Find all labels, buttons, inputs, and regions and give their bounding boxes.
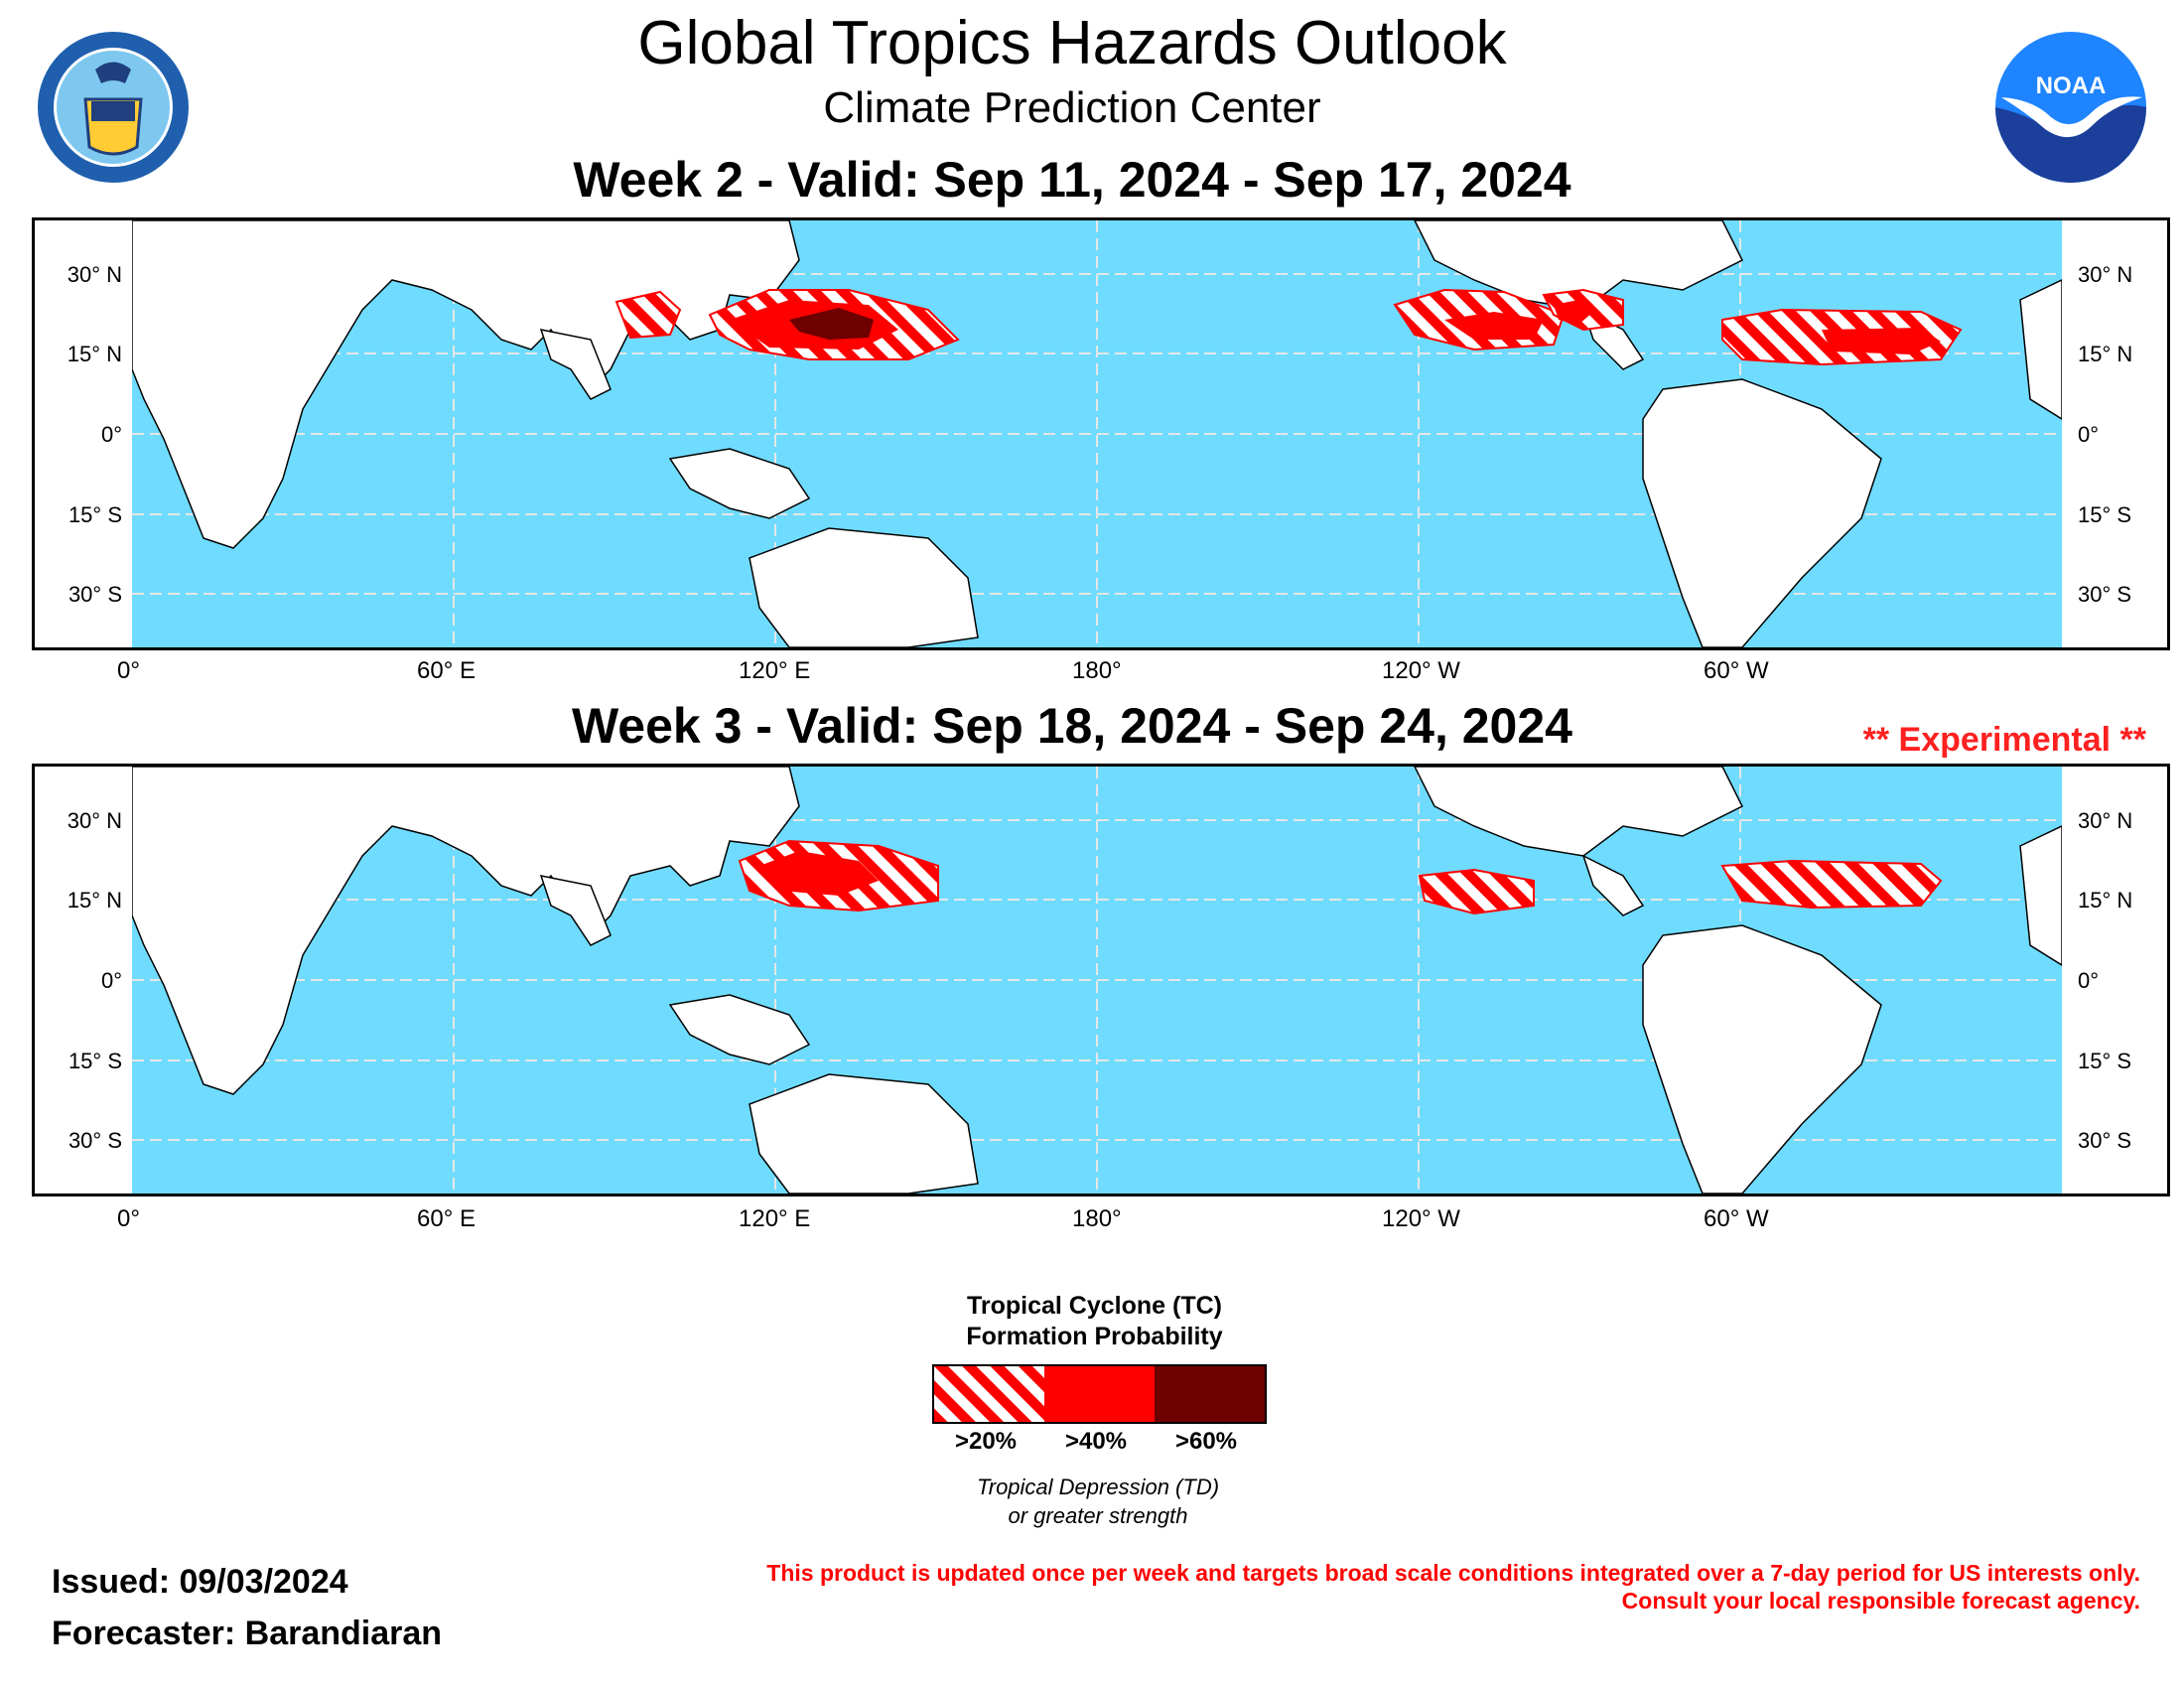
maritime-continent [668,448,811,519]
south-america [1642,924,1882,1194]
lat-label-15s-right: 15° S [2078,502,2131,527]
disclaimer-line1: This product is updated once per week an… [766,1560,2140,1586]
hazard-atlantic-40 [1822,328,1941,354]
noaa-logo: NOAA [1993,30,2148,185]
experimental-badge: ** Experimental ** [1862,721,2146,759]
disclaimer-line2: Consult your local responsible forecast … [1621,1588,2140,1614]
lat-label-0-right: 0° [2078,968,2099,993]
lat-label-15n-left: 15° N [68,888,122,913]
lat-label-30s-left: 30° S [68,1128,122,1153]
lat-label-15s-left: 15° S [68,502,122,527]
lon-label-0-w2: 0° [117,657,140,684]
lat-label-30s-right: 30° S [2078,1128,2131,1153]
australia [749,1073,979,1194]
africa-eurasia [131,767,800,1095]
lat-label-15n-right: 15° N [2078,342,2132,366]
landmasses [131,767,2063,1194]
hazard-gulf-40 [1554,300,1593,325]
south-america [1642,378,1882,647]
legend-label-40: >40% [1064,1428,1128,1455]
lon-label-60e-w2: 60° E [417,657,476,684]
lat-label-30n-left: 30° N [68,262,122,287]
lat-label-0-left: 0° [101,968,122,993]
lon-label-120e-w3: 120° E [739,1205,811,1232]
lat-label-15s-right: 15° S [2078,1049,2131,1073]
lon-label-0-w3: 0° [117,1205,140,1232]
lat-label-15s-left: 15° S [68,1049,122,1073]
legend-caption-line1: Tropical Depression (TD) [976,1475,1220,1499]
lon-label-180-w3: 180° [1072,1205,1122,1232]
week2-map: 30° N 15° N 0° 15° S 30° S 30° N 15° N 0… [32,217,2170,650]
lon-label-180-w2: 180° [1072,657,1122,684]
forecaster-name: Forecaster: Barandiaran [52,1615,443,1652]
week2-title: Week 2 - Valid: Sep 11, 2024 - Sep 17, 2… [573,152,1571,208]
lon-label-120w-w2: 120° W [1382,657,1460,684]
lat-label-15n-left: 15° N [68,342,122,366]
lat-label-30s-right: 30° S [2078,582,2131,607]
lat-label-30n-right: 30° N [2078,262,2132,287]
central-america [1581,854,1645,916]
hazard-east-pacific-20 [1418,868,1535,915]
lon-label-60w-w3: 60° W [1704,1205,1769,1232]
week3-map: 30° N 15° N 0° 15° S 30° S 30° N 15° N 0… [32,764,2170,1196]
lat-label-30n-left: 30° N [68,808,122,833]
legend-label-60: >60% [1174,1428,1238,1455]
legend-title-line1: Tropical Cyclone (TC) [967,1292,1222,1320]
india-peninsula [539,875,612,946]
legend-swatch-40 [1044,1366,1155,1422]
legend-swatch-20 [934,1366,1044,1422]
hazard-bay-of-bengal-20 [614,290,682,340]
week3-title: Week 3 - Valid: Sep 18, 2024 - Sep 24, 2… [572,698,1572,754]
legend-title-line2: Formation Probability [966,1323,1223,1350]
lon-label-120w-w3: 120° W [1382,1205,1460,1232]
week2-hazards [614,288,1963,366]
legend-swatch-60 [1155,1366,1265,1422]
hazard-west-pacific-60 [789,308,874,340]
legend-label-20: >20% [954,1428,1018,1455]
lat-label-30n-right: 30° N [2078,808,2132,833]
india-peninsula [539,329,612,400]
maritime-continent [668,994,811,1065]
lon-label-60w-w2: 60° W [1704,657,1769,684]
lat-label-0-left: 0° [101,422,122,447]
lat-label-30s-left: 30° S [68,582,122,607]
legend-swatches [932,1364,1267,1424]
page-title: Global Tropics Hazards Outlook [637,9,1507,77]
hazard-atlantic-20 [1720,859,1943,910]
lat-label-0-right: 0° [2078,422,2099,447]
week3-hazards [738,839,1943,915]
commerce-seal-logo [36,30,191,185]
page-subtitle: Climate Prediction Center [823,83,1321,132]
lon-label-120e-w2: 120° E [739,657,811,684]
lon-label-60e-w3: 60° E [417,1205,476,1232]
legend-caption-line2: or greater strength [1008,1503,1188,1528]
hazard-west-pacific-40 [759,851,879,896]
north-america [1414,767,1744,857]
hazard-east-pacific-40 [1444,312,1544,340]
issued-date: Issued: 09/03/2024 [52,1563,348,1601]
australia [749,527,979,647]
lat-label-15n-right: 15° N [2078,888,2132,913]
noaa-logo-text: NOAA [2036,72,2107,99]
